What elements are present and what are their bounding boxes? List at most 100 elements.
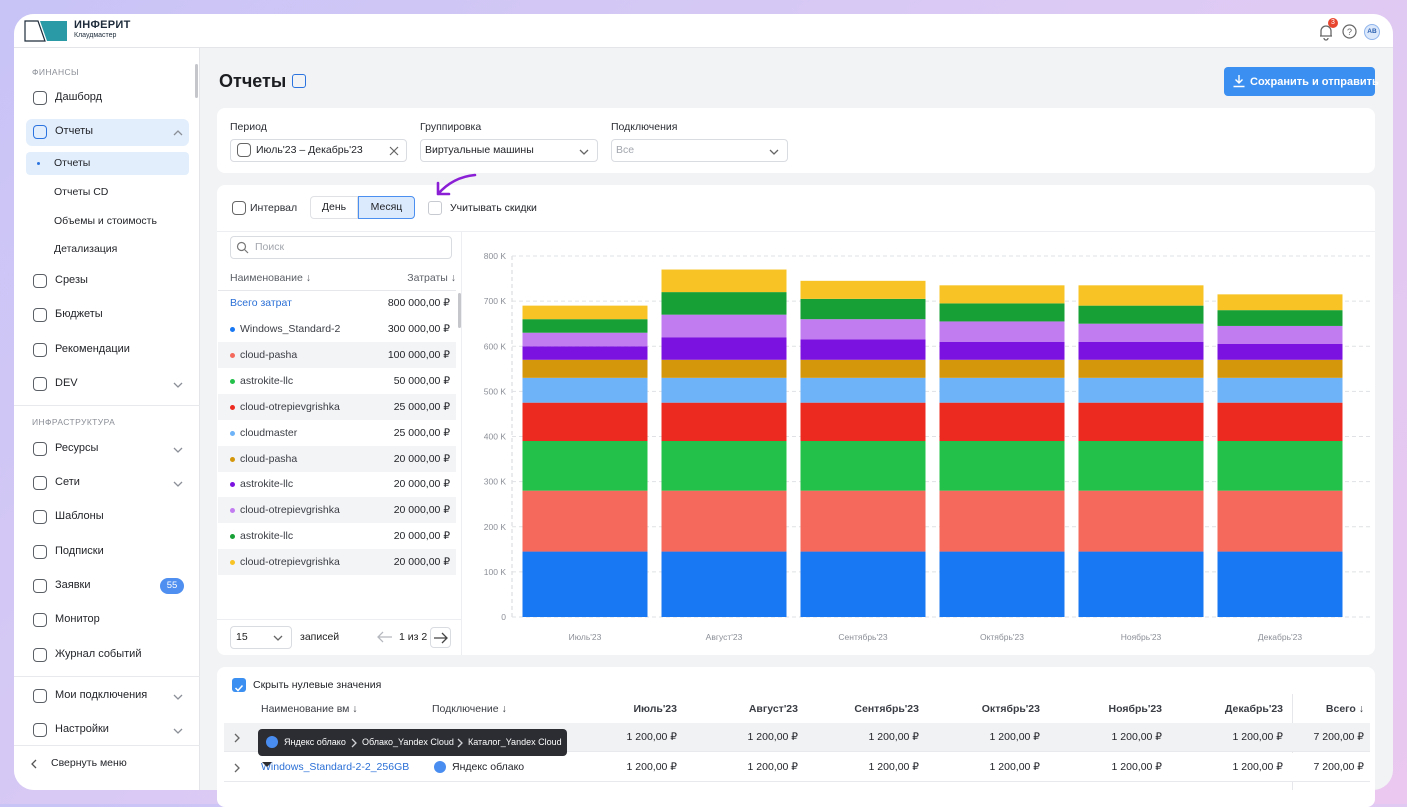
interval-option[interactable]: Месяц	[358, 196, 415, 219]
menu-item[interactable]: Подписки	[55, 545, 104, 557]
legend-name[interactable]: cloud-pasha	[240, 348, 298, 361]
page-size-select[interactable]	[230, 626, 292, 649]
legend-amount: 100 000,00 ₽	[387, 348, 450, 361]
x-tick-label: Сентябрь'23	[838, 632, 887, 642]
vm-name[interactable]: Windows_Standard-2-2_256GB	[261, 760, 410, 773]
menu-item[interactable]: DEV	[55, 377, 78, 389]
legend-dot	[230, 404, 235, 410]
discount-label: Учитывать скидки	[450, 202, 537, 214]
legend-name[interactable]: cloud-otrepievgrishka	[240, 556, 340, 569]
menu-icon	[33, 125, 47, 139]
menu-item[interactable]: Отчеты	[55, 125, 94, 137]
legend-name[interactable]: cloud-otrepievgrishka	[240, 400, 340, 413]
search-placeholder: Поиск	[255, 241, 285, 253]
avatar[interactable]: AB	[1364, 24, 1380, 40]
menu-item[interactable]: Срезы	[55, 274, 88, 286]
legend-name[interactable]: cloudmaster	[240, 426, 298, 439]
submenu-item[interactable]: Детализация	[54, 243, 118, 255]
legend-name[interactable]: astrokite-llc	[240, 530, 294, 543]
bar-segment	[522, 305, 648, 320]
filter-input[interactable]	[420, 139, 598, 162]
filter-input[interactable]	[611, 139, 788, 162]
submenu-item[interactable]: Отчеты	[54, 157, 91, 169]
column-header[interactable]: Сентябрь'23	[854, 703, 919, 715]
help-icon[interactable]: ?	[1342, 24, 1357, 39]
connection-name: Яндекс облако	[452, 760, 525, 773]
bar-segment	[939, 402, 1065, 442]
chevron-svg	[273, 635, 283, 641]
menu-item[interactable]: Сети	[55, 476, 80, 488]
menu-item[interactable]: Монитор	[55, 613, 100, 625]
chevron	[172, 126, 184, 138]
filter-value: Виртуальные машины	[425, 144, 534, 156]
legend-name[interactable]: cloud-otrepievgrishka	[240, 504, 340, 517]
bar-segment	[939, 303, 1065, 322]
submenu-item[interactable]: Отчеты CD	[54, 186, 109, 198]
bar-segment	[939, 341, 1065, 360]
menu-item[interactable]: Настройки	[55, 723, 109, 735]
bell-icon[interactable]	[1318, 23, 1334, 41]
menu-item[interactable]: Мои подключения	[55, 689, 148, 701]
collapse-menu[interactable]: Свернуть меню	[51, 757, 127, 769]
menu-item[interactable]: Рекомендации	[55, 343, 130, 355]
chevron-svg	[173, 694, 183, 700]
chevron-svg	[173, 481, 183, 487]
bar-segment	[1217, 551, 1343, 617]
column-header[interactable]: Ноябрь'23	[1108, 703, 1162, 715]
bar-segment	[800, 280, 926, 299]
interval-option[interactable]: День	[310, 196, 358, 219]
menu-badge: 55	[160, 578, 184, 594]
list-row-bg	[218, 497, 456, 524]
filter-value: Все	[616, 144, 635, 156]
x-tick-label: Декабрь'23	[1258, 632, 1302, 642]
menu-item[interactable]: Бюджеты	[55, 308, 103, 320]
table-cell: 1 200,00 ₽	[626, 731, 677, 743]
chevron	[172, 724, 184, 736]
menu-item[interactable]: Шаблоны	[55, 510, 104, 522]
chevron	[272, 631, 284, 643]
legend-amount: 20 000,00 ₽	[393, 530, 450, 543]
bar-segment	[1217, 359, 1343, 378]
legend-name[interactable]: cloud-pasha	[240, 452, 298, 465]
legend-name[interactable]: astrokite-llc	[240, 478, 294, 491]
tooltip-pointer	[262, 755, 272, 767]
legend-name[interactable]: Windows_Standard-2-2_256GB	[240, 323, 340, 335]
next-page-svg	[434, 632, 448, 644]
discount-checkbox[interactable]	[428, 201, 442, 215]
next-page-btn[interactable]	[430, 627, 451, 648]
column-header[interactable]: Всего ↓	[1325, 703, 1364, 715]
table-cell: 1 200,00 ₽	[1232, 760, 1283, 773]
prev-page-svg	[377, 631, 392, 643]
menu-item[interactable]: Дашборд	[55, 91, 103, 103]
legend-amount: 20 000,00 ₽	[393, 478, 450, 491]
menu-icon	[33, 613, 47, 627]
save-button[interactable]	[1224, 67, 1375, 96]
column-header[interactable]: Октябрь'23	[981, 703, 1040, 715]
menu-item[interactable]: Журнал событий	[55, 648, 142, 660]
menu-icon	[33, 274, 47, 288]
menu-icon	[33, 308, 47, 322]
bar-segment	[1078, 285, 1204, 306]
column-header[interactable]: Август'23	[748, 703, 798, 715]
column-header[interactable]: Наименование вм ↓	[261, 703, 358, 715]
bar-segment	[800, 441, 926, 491]
column-header[interactable]: Подключение ↓	[432, 703, 507, 715]
table-row-bg	[224, 752, 1370, 782]
chevron	[172, 378, 184, 390]
legend-name[interactable]: astrokite-llc	[240, 374, 294, 387]
filter-input[interactable]	[230, 139, 407, 162]
menu-icon	[33, 343, 47, 357]
legend-amount: 50 000,00 ₽	[393, 374, 450, 387]
menu-item[interactable]: Заявки	[55, 579, 91, 591]
column-header[interactable]: Декабрь'23	[1224, 703, 1283, 715]
bar-segment	[661, 402, 787, 442]
active-item-bg	[26, 119, 189, 146]
menu-item[interactable]: Ресурсы	[55, 442, 99, 454]
total-label[interactable]: Всего затрат	[230, 297, 292, 309]
column-header[interactable]: Июль'23	[633, 703, 677, 715]
help-badge[interactable]	[292, 74, 306, 88]
menu-icon	[232, 201, 246, 215]
submenu-item[interactable]: Объемы и стоимость	[54, 215, 157, 227]
arrow-left	[377, 631, 392, 643]
search-input[interactable]	[230, 236, 452, 259]
